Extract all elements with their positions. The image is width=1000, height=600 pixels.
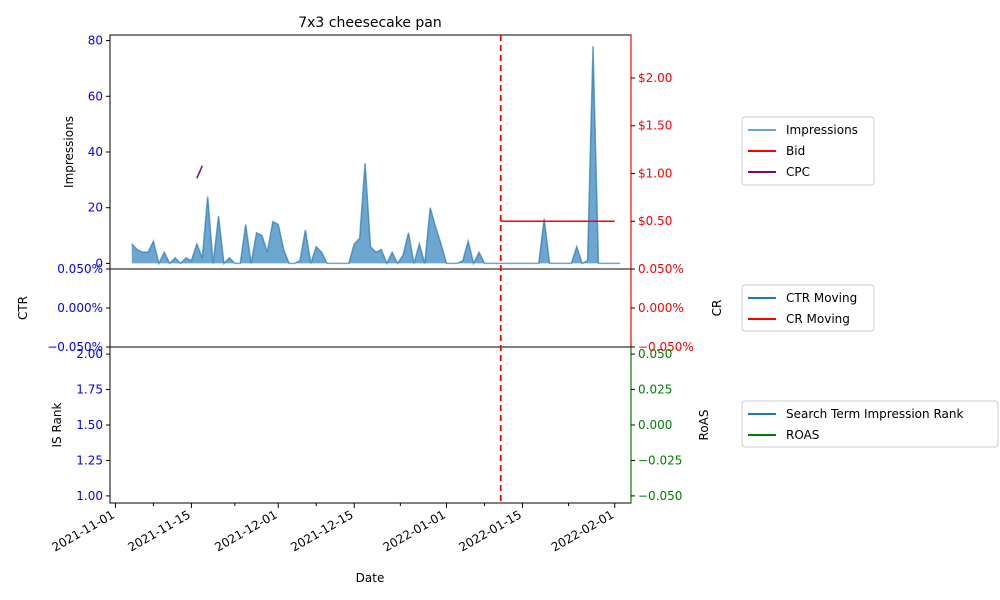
top-right-tick-label: $1.50 — [638, 119, 672, 133]
bottom-right-tick-label: 0.000 — [638, 418, 672, 432]
middle-left-axis-label: CTR — [16, 296, 30, 320]
bottom-left-tick-label: 2.00 — [76, 347, 103, 361]
top-panel-frame — [109, 34, 632, 270]
x-tick-label: 2022-01-15 — [457, 507, 524, 554]
middle-panel-frame — [109, 268, 632, 348]
middle-legend-label: CTR Moving — [786, 291, 857, 305]
x-axis-label: Date — [356, 571, 385, 585]
middle-left-tick-label: 0.000% — [57, 301, 103, 315]
middle-right-tick-label: −0.050% — [638, 340, 694, 354]
bottom-legend-box — [741, 400, 999, 448]
top-left-axis-label: Impressions — [62, 116, 76, 188]
bottom-left-tick-label: 1.50 — [76, 418, 103, 432]
middle-right-tick-label: 0.050% — [638, 262, 684, 276]
middle-left-tick-label: 0.050% — [57, 262, 103, 276]
bottom-left-tick-label: 1.75 — [76, 383, 103, 397]
x-tick-label: 2021-11-01 — [50, 507, 117, 554]
series-cpc-line — [196, 165, 203, 179]
series-impressions-line — [131, 46, 621, 266]
middle-legend-label: CR Moving — [786, 312, 850, 326]
bottom-right-tick-label: −0.025 — [638, 453, 682, 467]
middle-right-tick-label: 0.000% — [638, 301, 684, 315]
top-left-tick-label: 60 — [88, 89, 103, 103]
top-left-tick-label: 0 — [95, 256, 103, 270]
top-legend-label: Impressions — [786, 123, 858, 137]
middle-left-tick-label: −0.050% — [47, 340, 103, 354]
chart-title: 7x3 cheesecake pan — [298, 15, 442, 31]
middle-right-axis-label: CR — [710, 300, 724, 317]
x-tick-label: 2021-12-15 — [288, 507, 355, 554]
top-right-tick-label: $1.00 — [638, 166, 672, 180]
x-tick-label: 2021-11-15 — [126, 507, 193, 554]
bottom-panel-frame — [109, 346, 632, 504]
top-left-tick-label: 20 — [88, 201, 103, 215]
top-legend-label: Bid — [786, 144, 805, 158]
bottom-left-tick-label: 1.00 — [76, 489, 103, 503]
top-left-tick-label: 80 — [88, 34, 103, 48]
bottom-left-axis-label: IS Rank — [50, 402, 64, 447]
top-left-tick-label: 40 — [88, 145, 103, 159]
top-right-tick-label: $2.00 — [638, 71, 672, 85]
bottom-legend-label: Search Term Impression Rank — [786, 407, 963, 421]
top-legend-box — [741, 116, 875, 186]
bottom-right-tick-label: −0.050 — [638, 489, 682, 503]
top-right-tick-label: $0.50 — [638, 214, 672, 228]
bottom-right-axis-label: RoAS — [697, 410, 711, 441]
bottom-left-tick-label: 1.25 — [76, 453, 103, 467]
top-legend-label: CPC — [786, 165, 810, 179]
x-tick-label: 2021-12-01 — [212, 507, 279, 554]
bottom-right-tick-label: 0.050 — [638, 347, 672, 361]
x-tick-label: 2022-01-01 — [381, 507, 448, 554]
bottom-legend-label: ROAS — [786, 428, 819, 442]
bottom-right-tick-label: 0.025 — [638, 383, 672, 397]
x-tick-label: 2022-02-01 — [549, 507, 616, 554]
